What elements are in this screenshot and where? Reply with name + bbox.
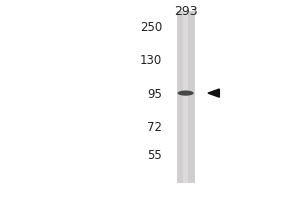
FancyBboxPatch shape xyxy=(183,11,188,183)
Text: 130: 130 xyxy=(140,54,162,67)
Polygon shape xyxy=(208,89,219,97)
Ellipse shape xyxy=(178,90,194,96)
Text: 95: 95 xyxy=(147,88,162,101)
FancyBboxPatch shape xyxy=(177,11,195,183)
Text: 293: 293 xyxy=(174,5,197,18)
Text: 250: 250 xyxy=(140,21,162,34)
Text: 72: 72 xyxy=(147,121,162,134)
Text: 55: 55 xyxy=(147,149,162,162)
